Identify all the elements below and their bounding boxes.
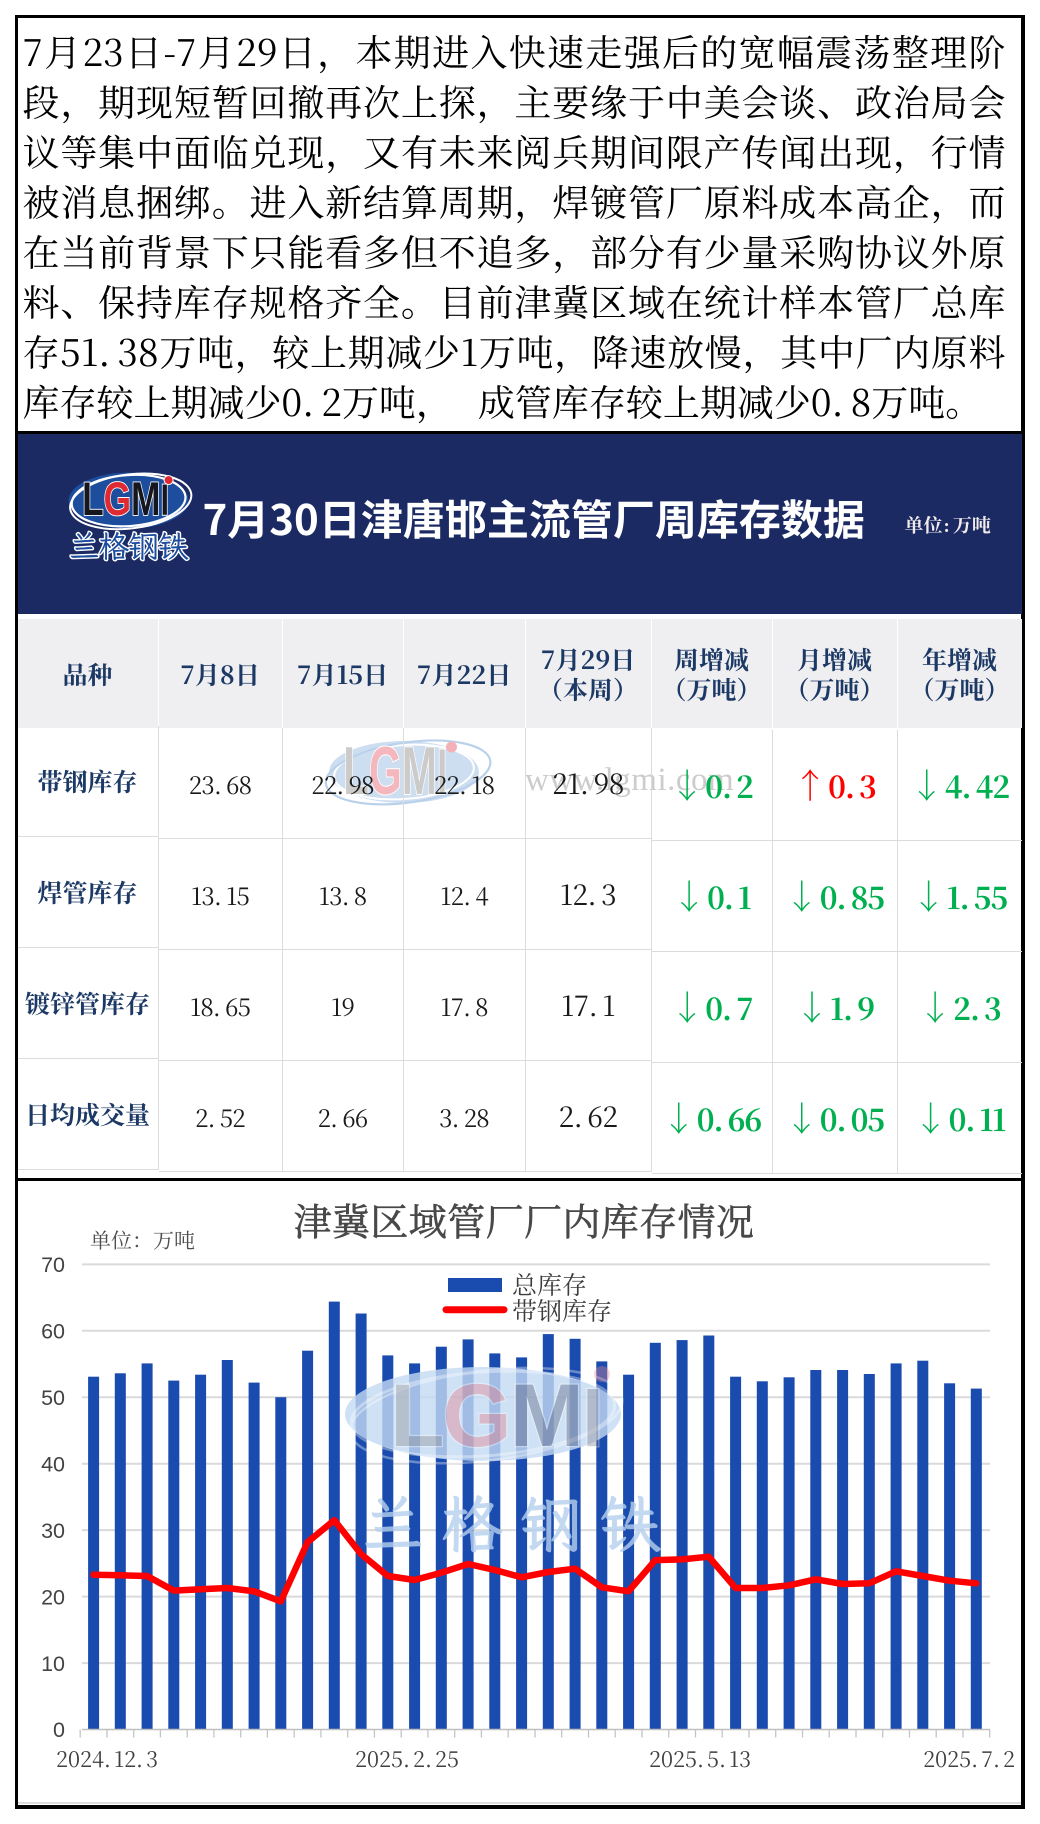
svg-text:兰格钢铁: 兰格钢铁 bbox=[69, 525, 188, 566]
svg-text:0: 0 bbox=[53, 1718, 65, 1742]
svg-text:LGMl: LGMl bbox=[390, 1365, 602, 1465]
svg-text:30: 30 bbox=[41, 1519, 65, 1543]
svg-text:兰格钢铁: 兰格钢铁 bbox=[69, 525, 188, 566]
svg-text:40: 40 bbox=[41, 1453, 65, 1477]
svg-text:20: 20 bbox=[41, 1586, 65, 1610]
svg-text:70: 70 bbox=[41, 1253, 65, 1277]
svg-text:50: 50 bbox=[41, 1386, 65, 1410]
svg-text:60: 60 bbox=[41, 1320, 65, 1344]
svg-text:2025.5.13: 2025. 5. 13 bbox=[649, 1743, 751, 1774]
svg-text:兰格钢铁: 兰格钢铁 bbox=[362, 1482, 678, 1564]
svg-text:2025.2.25: 2025. 2. 25 bbox=[355, 1743, 459, 1774]
svg-text:津冀区域管厂厂内库存情况: 津冀区域管厂厂内库存情况 bbox=[293, 1192, 754, 1247]
svg-text:10: 10 bbox=[41, 1652, 65, 1676]
svg-text:2024.12.3: 2024. 12. 3 bbox=[56, 1743, 158, 1774]
svg-text:带钢库存: 带钢库存 bbox=[512, 1292, 612, 1328]
svg-text:LGMl: LGMl bbox=[82, 472, 169, 525]
svg-text:2025.7.2: 2025. 7. 2 bbox=[923, 1743, 1015, 1774]
svg-text:单位：万吨: 单位：万吨 bbox=[90, 1225, 195, 1255]
svg-text:总库存: 总库存 bbox=[512, 1266, 587, 1302]
